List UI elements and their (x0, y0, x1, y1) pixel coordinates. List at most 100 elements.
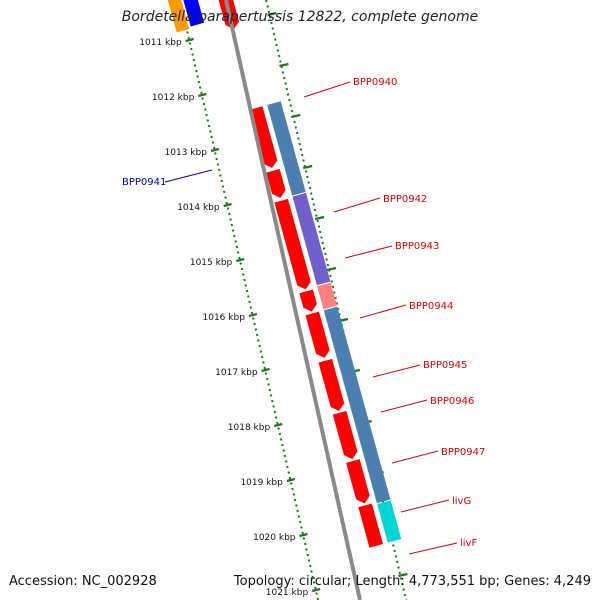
ruler-major-tick (261, 367, 270, 373)
inner-tick (284, 82, 287, 85)
ruler-tick (207, 124, 211, 128)
ruler-tick (231, 229, 235, 232)
gene-arrow-bpp0945[interactable] (299, 289, 318, 313)
ruler-tick (212, 146, 216, 150)
inner-tick (298, 142, 301, 146)
gene-arrow-livf[interactable] (346, 459, 371, 505)
gene-arrow-bpp0942[interactable] (248, 106, 279, 169)
inner-tick (300, 153, 304, 157)
inner-tick (306, 175, 309, 179)
inner-tick (315, 214, 318, 217)
ruler-tick (249, 306, 253, 309)
inner-tick (308, 186, 312, 190)
inner-tick (272, 32, 276, 36)
ruler-tick (229, 218, 232, 221)
ruler-major-tick (223, 202, 232, 208)
gene-arrow[interactable] (358, 503, 383, 548)
ruler-tick (248, 300, 251, 304)
inner-tick (288, 98, 291, 102)
ruler-tick (290, 482, 293, 485)
inner-tick (324, 252, 327, 256)
gene-label-bpp0943[interactable]: BPP0943 (395, 241, 439, 252)
cog-block-pink[interactable] (317, 282, 338, 310)
ruler-major-tick (198, 92, 207, 98)
leader-livf (408, 542, 458, 555)
ruler-tick (269, 394, 273, 397)
gene-label-bpp0946[interactable]: BPP0946 (430, 396, 474, 407)
gene-arrow-bpp0946[interactable] (305, 311, 331, 360)
inner-tick (399, 577, 403, 580)
ruler-tick (245, 289, 249, 293)
gene-label-bpp0941[interactable]: BPP0941 (122, 177, 166, 188)
cog-block-cyan-bottom[interactable] (377, 500, 402, 543)
inner-tick (268, 16, 272, 19)
ruler-tick (209, 130, 212, 133)
inner-tick (286, 93, 290, 96)
gene-label-livf[interactable]: livF (460, 538, 477, 549)
ruler-tick (257, 339, 260, 342)
gene-arrow-livg[interactable] (332, 410, 359, 461)
ruler-tick (262, 361, 265, 364)
inner-tick (299, 148, 303, 151)
ruler-tick (307, 559, 311, 562)
inner-tick (265, 0, 268, 3)
ruler-label: 1018 kbp (228, 423, 271, 433)
inner-tick (289, 104, 292, 107)
gene-label-bpp0942[interactable]: BPP0942 (383, 194, 427, 205)
ruler-label: 1013 kbp (165, 148, 208, 158)
ruler-tick (230, 223, 234, 227)
ruler-tick (225, 201, 229, 205)
inner-tick (267, 10, 271, 14)
ruler-tick (292, 493, 296, 496)
inner-tick (270, 21, 273, 25)
ruler-tick (217, 168, 221, 172)
inner-tick (307, 181, 310, 184)
ruler-tick (192, 58, 196, 62)
inner-tick (281, 71, 285, 74)
inner-tick (276, 49, 280, 52)
leader-livg (400, 499, 450, 513)
inner-tick (274, 38, 277, 41)
genome-backbone (224, 0, 362, 600)
gene-label-bpp0947[interactable]: BPP0947 (441, 447, 485, 458)
gene-arrow-bpp0943[interactable] (266, 168, 287, 200)
inner-tick (392, 544, 395, 547)
ruler-label: 1019 kbp (240, 478, 283, 488)
inner-tick (398, 571, 402, 575)
inner-tick (311, 197, 314, 201)
gene-arrow-bpp0947[interactable] (318, 358, 345, 413)
ruler-tick (305, 548, 308, 551)
leader-bpp0945 (372, 364, 421, 378)
ruler-label: 1012 kbp (152, 93, 195, 103)
gene-arrow-bpp0944[interactable] (274, 198, 312, 291)
leader-bpp0940 (303, 81, 351, 98)
ruler-labels: 1011 kbp 1012 kbp 1013 kbp 1014 kbp 1015 kbp… (139, 38, 308, 598)
ruler-tick (312, 581, 316, 584)
cog-block-purple[interactable] (292, 192, 331, 286)
gene-label-livg[interactable]: livG (452, 496, 471, 507)
gene-label-bpp0940[interactable]: BPP0940 (353, 77, 397, 88)
inner-tick (316, 219, 319, 223)
ruler-tick (206, 119, 210, 122)
ruler-tick (233, 234, 236, 238)
ruler-tick (197, 80, 201, 84)
ruler-tick (271, 399, 274, 403)
ruler-label: 1016 kbp (203, 313, 246, 323)
gene-label-bpp0944[interactable]: BPP0944 (409, 301, 453, 312)
ruler-tick (215, 157, 218, 161)
gene-arrow-bpp0941[interactable] (180, 0, 205, 27)
ruler-tick (220, 179, 223, 183)
ruler-tick (303, 542, 307, 546)
ruler-tick (235, 245, 239, 249)
inner-tick (395, 560, 399, 564)
ruler-tick (288, 476, 292, 480)
cog-block-steel-1[interactable] (267, 101, 306, 196)
cog-block-steel-2[interactable] (323, 306, 391, 504)
gene-label-bpp0945[interactable]: BPP0945 (423, 360, 467, 371)
ruler-tick (240, 267, 244, 271)
inner-tick (295, 131, 299, 135)
ruler-tick (259, 350, 263, 353)
leader-bpp0944 (359, 304, 407, 319)
cog-block-orange[interactable] (166, 0, 190, 33)
ruler-tick (298, 520, 302, 524)
